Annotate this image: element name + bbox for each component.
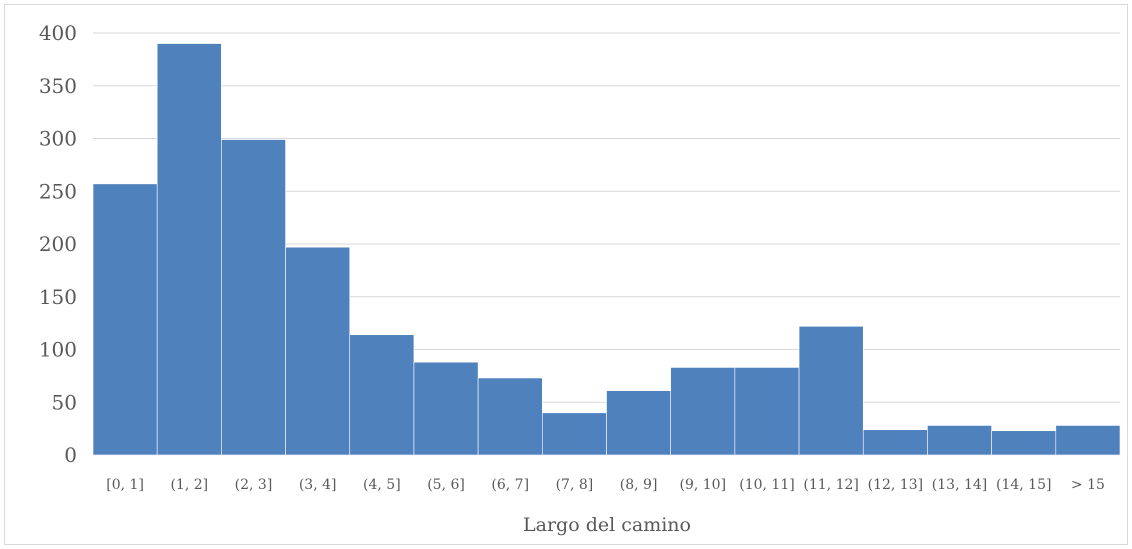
bar-5 — [413, 361, 479, 456]
x-tick-label: (14, 15] — [996, 477, 1051, 493]
x-tick-label: (11, 12] — [803, 477, 858, 493]
bar-9 — [670, 367, 736, 456]
x-tick-label: (13, 14] — [932, 477, 987, 493]
bar-10 — [734, 367, 800, 456]
bar-2 — [221, 139, 286, 456]
y-tick-label: 300 — [39, 127, 77, 151]
bar-13 — [927, 425, 992, 456]
y-tick-label: 50 — [52, 390, 77, 414]
y-axis-ticks: 0 50 100 150 200 250 300 350 400 — [39, 21, 77, 467]
y-tick-label: 100 — [39, 338, 77, 362]
x-tick-label: (2, 3] — [235, 477, 273, 493]
y-tick-label: 250 — [39, 179, 77, 203]
bar-12 — [862, 429, 928, 456]
bar-8 — [606, 390, 671, 456]
bar-14 — [991, 430, 1057, 456]
x-tick-label: (6, 7] — [491, 477, 529, 493]
y-tick-label: 0 — [64, 443, 77, 467]
x-tick-label: (1, 2] — [170, 477, 208, 493]
y-tick-label: 350 — [39, 74, 77, 98]
x-tick-label: (5, 6] — [427, 477, 465, 493]
x-axis-title: Largo del camino — [523, 514, 691, 536]
bar-0 — [92, 183, 158, 456]
bar-11 — [798, 325, 864, 456]
y-tick-label: 400 — [39, 21, 77, 45]
x-tick-label: (12, 13] — [868, 477, 923, 493]
x-tick-label: (4, 5] — [363, 477, 401, 493]
bar-4 — [349, 334, 415, 456]
bar-1 — [156, 43, 222, 456]
y-tick-label: 150 — [39, 285, 77, 309]
bar-15 — [1055, 425, 1121, 456]
x-tick-label: (3, 4] — [299, 477, 337, 493]
x-tick-label: (7, 8] — [556, 477, 594, 493]
x-tick-label: > 15 — [1071, 477, 1105, 493]
x-tick-label: [0, 1] — [106, 477, 144, 493]
bars — [92, 43, 1121, 456]
x-tick-label: (9, 10] — [680, 477, 727, 493]
y-tick-label: 200 — [39, 232, 77, 256]
bar-3 — [285, 246, 351, 456]
x-tick-label: (8, 9] — [620, 477, 658, 493]
x-tick-label: (10, 11] — [739, 477, 794, 493]
bar-6 — [477, 377, 543, 456]
x-axis-ticks: [0, 1] (1, 2] (2, 3] (3, 4] (4, 5] (5, 6] (6, … — [106, 477, 1105, 493]
bar-7 — [542, 412, 607, 456]
